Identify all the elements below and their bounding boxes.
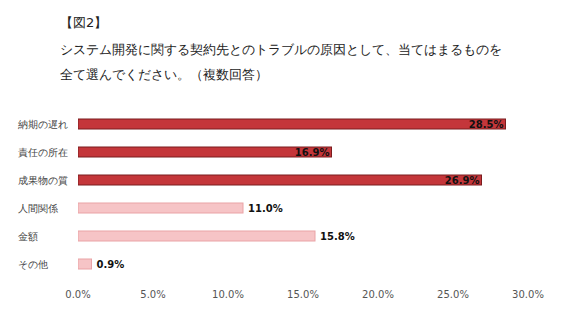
category-label: 金額 xyxy=(18,231,38,242)
tick-label: 0.0% xyxy=(65,289,90,300)
category-label: 成果物の質 xyxy=(18,175,68,186)
tick-label: 5.0% xyxy=(140,289,165,300)
data-label: 28.5% xyxy=(469,119,504,130)
category-label: 人間関係 xyxy=(18,203,58,214)
tick-label: 20.0% xyxy=(362,289,394,300)
title: 【図2】 xyxy=(60,15,107,30)
category-label: 責任の所在 xyxy=(18,147,68,158)
bar xyxy=(78,147,332,157)
subtitle: 全て選んでください。（複数回答） xyxy=(60,67,268,82)
tick-label: 15.0% xyxy=(287,289,319,300)
tick-label: 25.0% xyxy=(437,289,469,300)
category-label: 納期の遅れ xyxy=(18,119,68,130)
tick-label: 10.0% xyxy=(212,289,244,300)
subtitle: システム開発に関する契約先とのトラブルの原因として、当てはまるものを xyxy=(60,42,502,57)
bar xyxy=(78,231,315,241)
data-label: 16.9% xyxy=(295,147,330,158)
category-label: その他 xyxy=(18,259,48,270)
bars xyxy=(78,119,506,269)
bar xyxy=(78,203,243,213)
bar xyxy=(78,259,92,269)
data-label: 0.9% xyxy=(97,259,125,270)
bar xyxy=(78,175,482,185)
chart: 【図2】システム開発に関する契約先とのトラブルの原因として、当てはまるものを全て… xyxy=(0,0,574,325)
data-label: 26.9% xyxy=(445,175,480,186)
page: {"chart_data": { "type": "bar", "orienta… xyxy=(0,0,574,325)
data-label: 11.0% xyxy=(248,203,283,214)
bar xyxy=(78,119,506,129)
labels: 納期の遅れ 28.5% 責任の所在 16.9% 成果物の質 26.9% 人間関係 11.0% 金… xyxy=(18,119,504,270)
data-label: 15.8% xyxy=(320,231,355,242)
tick-label: 30.0% xyxy=(512,289,544,300)
